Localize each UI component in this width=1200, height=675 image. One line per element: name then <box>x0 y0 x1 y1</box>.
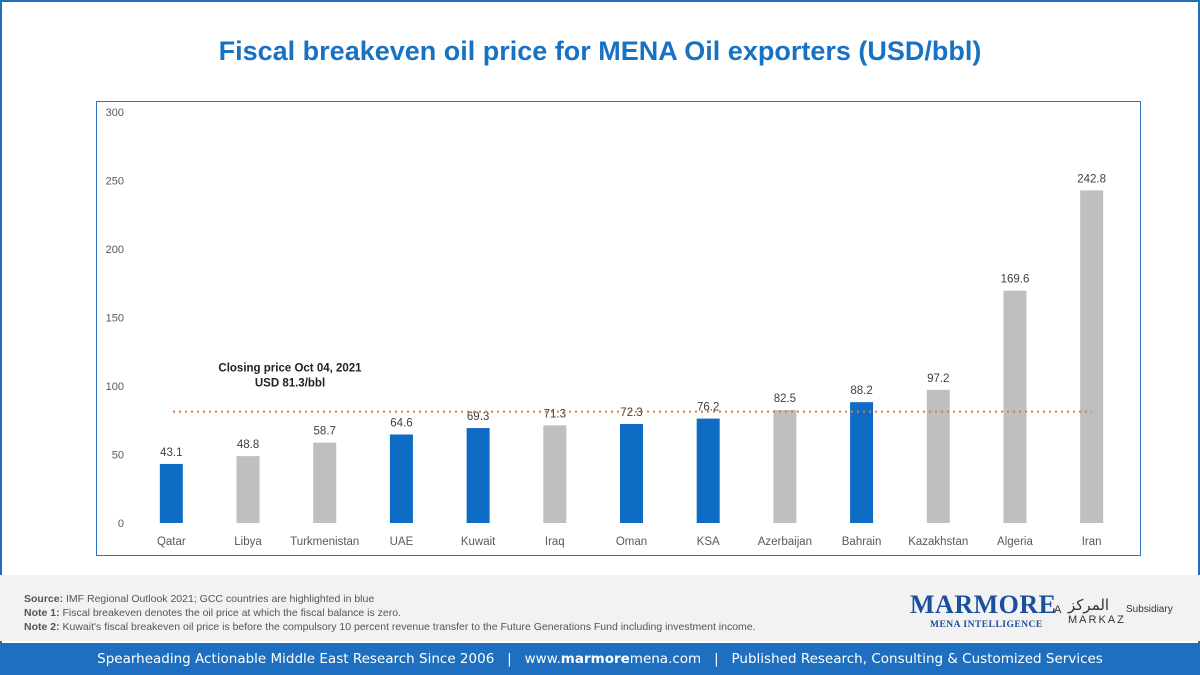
note-1: Note 1: Fiscal breakeven denotes the oil… <box>24 607 401 619</box>
x-tick-label: Qatar <box>157 536 186 548</box>
x-tick-label: Bahrain <box>842 536 882 548</box>
reference-value-label: USD 81.3/bbl <box>255 378 325 390</box>
note-1-text: Fiscal breakeven denotes the oil price a… <box>59 607 402 619</box>
bar <box>236 456 260 523</box>
data-label: 64.6 <box>390 417 412 429</box>
bar <box>389 434 413 523</box>
note-2-label: Note 2: <box>24 621 60 633</box>
bar <box>620 423 643 523</box>
bar <box>466 428 490 523</box>
marmore-logo: MARMORE MENA INTELLIGENCE A المركز MARKA… <box>908 590 1188 634</box>
footer-url[interactable]: www.marmoremena.com <box>525 651 702 667</box>
note-2: Note 2: Kuwait's fiscal breakeven oil pr… <box>24 621 756 633</box>
data-label: 72.3 <box>620 407 642 419</box>
bar <box>696 418 720 523</box>
data-label: 169.6 <box>1001 274 1030 286</box>
bar <box>159 463 183 523</box>
note-2-text: Kuwait's fiscal breakeven oil price is b… <box>59 621 756 633</box>
data-label: 71.3 <box>544 408 566 420</box>
x-tick-label: Oman <box>616 536 647 548</box>
data-label: 88.2 <box>850 385 872 397</box>
bar <box>850 402 874 523</box>
bar <box>543 425 567 523</box>
x-tick-label: KSA <box>697 536 720 548</box>
logo-arabic: المركز <box>1068 596 1110 614</box>
footer-services: Published Research, Consulting & Customi… <box>731 651 1103 667</box>
chart-area: 0 50 100 150 200 250 300 43.1 Qatar 48.8 Libya 58.7… <box>96 101 1141 556</box>
x-tick-label: Iraq <box>545 536 565 548</box>
footer-url-bold: marmore <box>560 651 630 667</box>
data-label: 76.2 <box>697 402 719 414</box>
y-tick-label: 200 <box>106 244 124 256</box>
footer-bar: Spearheading Actionable Middle East Rese… <box>0 643 1200 675</box>
logo-tagline: MENA INTELLIGENCE <box>930 620 1043 630</box>
y-tick-label: 250 <box>106 176 124 188</box>
x-tick-label: UAE <box>390 536 414 548</box>
chart-title: Fiscal breakeven oil price for MENA Oil … <box>218 36 982 66</box>
y-tick-label: 100 <box>106 381 124 393</box>
x-tick-label: Libya <box>234 536 262 548</box>
data-label: 69.3 <box>467 411 489 423</box>
data-label: 97.2 <box>927 373 949 385</box>
data-label: 43.1 <box>160 447 182 459</box>
bar <box>313 442 337 523</box>
logo-a: A <box>1054 604 1062 616</box>
data-label: 82.5 <box>774 393 796 405</box>
y-tick-label: 0 <box>118 518 124 530</box>
x-tick-label: Iran <box>1082 536 1102 548</box>
footer-separator: | <box>507 651 512 667</box>
x-tick-label: Kazakhstan <box>908 536 968 548</box>
footer-url-prefix: www. <box>524 651 561 667</box>
x-tick-label: Kuwait <box>461 536 496 548</box>
y-tick-label: 150 <box>106 313 124 325</box>
footer-tagline: Spearheading Actionable Middle East Rese… <box>97 651 495 667</box>
x-tick-label: Algeria <box>997 536 1033 548</box>
data-label: 242.8 <box>1077 173 1106 185</box>
notes-panel: Source: IMF Regional Outlook 2021; GCC c… <box>0 575 1200 641</box>
reference-label: Closing price Oct 04, 2021 <box>218 363 362 375</box>
x-tick-label: Azerbaijan <box>758 536 812 548</box>
y-tick-label: 50 <box>112 450 124 462</box>
bar <box>1080 190 1104 523</box>
source-note: Source: IMF Regional Outlook 2021; GCC c… <box>24 593 374 605</box>
bar <box>773 409 797 523</box>
source-text: IMF Regional Outlook 2021; GCC countries… <box>63 593 375 605</box>
data-label: 48.8 <box>237 439 259 451</box>
footer-url-suffix: mena.com <box>629 651 702 667</box>
bar <box>926 389 950 523</box>
x-tick-label: Turkmenistan <box>290 536 359 548</box>
footer-separator: | <box>714 651 719 667</box>
logo-subsidiary: Subsidiary <box>1126 604 1173 615</box>
logo-wordmark: MARMORE <box>910 590 1057 619</box>
data-label: 58.7 <box>314 426 336 438</box>
source-label: Source: <box>24 593 64 605</box>
logo-markaz: MARKAZ <box>1068 614 1126 626</box>
bar-chart: 0 50 100 150 200 250 300 43.1 Qatar 48.8 Libya 58.7… <box>106 107 1106 548</box>
bar <box>1003 290 1027 523</box>
y-tick-label: 300 <box>106 107 124 119</box>
note-1-label: Note 1: <box>24 607 60 619</box>
